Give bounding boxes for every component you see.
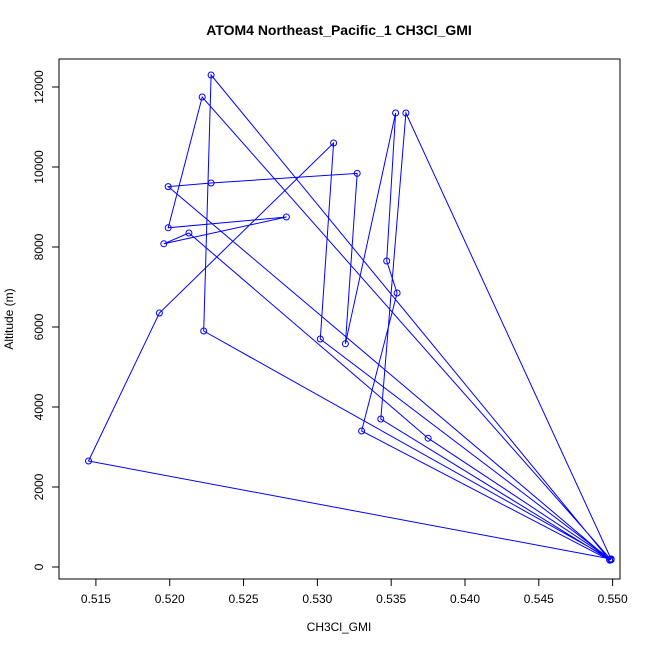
data-point: [164, 224, 172, 232]
data-point: [377, 415, 385, 423]
data-point: [85, 457, 92, 465]
data-point: [207, 71, 215, 79]
data-point: [185, 229, 193, 237]
x-tick-label: 0.515: [81, 592, 111, 606]
y-tick-label: 0: [32, 563, 46, 570]
data-point: [160, 240, 168, 248]
data-point: [198, 93, 206, 101]
data-point: [607, 555, 615, 563]
y-tick-label: 12000: [32, 70, 46, 104]
y-tick-label: 10000: [32, 150, 46, 184]
data-point: [200, 327, 208, 335]
x-tick-label: 0.545: [524, 592, 554, 606]
y-tick-label: 8000: [32, 233, 46, 260]
plot-area: [58, 58, 621, 580]
data-point: [358, 427, 366, 435]
data-point: [316, 335, 324, 343]
series-group: [85, 71, 615, 564]
chart-title: ATOM4 Northeast_Pacific_1 CH3Cl_GMI: [206, 22, 472, 38]
x-tick-label: 0.535: [376, 592, 406, 606]
series-line: [87, 73, 612, 561]
x-tick-label: 0.540: [450, 592, 480, 606]
data-point: [383, 257, 391, 265]
x-tick-label: 0.520: [155, 592, 185, 606]
data-point: [330, 139, 338, 147]
data-point: [282, 213, 290, 221]
data-point: [164, 183, 172, 191]
x-tick-label: 0.550: [598, 592, 628, 606]
y-axis: 0 2000 4000 6000 8000 10000 12000: [32, 70, 60, 570]
x-tick-label: 0.525: [229, 592, 259, 606]
x-axis: 0.515 0.520 0.525 0.530 0.535 0.540 0.545 0.550: [81, 578, 628, 606]
y-axis-label: Altitude (m): [2, 288, 16, 349]
data-point: [393, 289, 401, 297]
y-tick-label: 4000: [32, 393, 46, 420]
data-point: [207, 179, 215, 187]
data-point: [341, 340, 349, 348]
x-axis-label: CH3Cl_GMI: [307, 620, 372, 634]
data-point: [424, 434, 432, 442]
data-point: [392, 109, 400, 117]
x-tick-label: 0.530: [302, 592, 332, 606]
data-point: [353, 169, 361, 177]
y-tick-label: 2000: [32, 473, 46, 500]
data-point: [155, 309, 163, 317]
data-point: [402, 109, 410, 117]
data-point: [606, 556, 614, 564]
y-tick-label: 6000: [32, 313, 46, 340]
